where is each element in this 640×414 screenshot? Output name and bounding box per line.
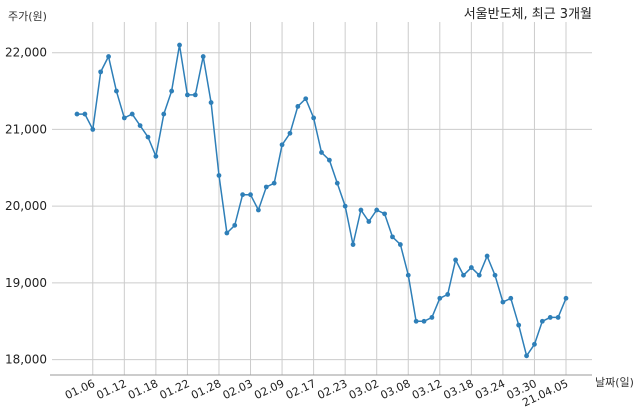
x-tick-label: 02.09 (252, 377, 286, 402)
data-point (98, 69, 104, 75)
data-point (390, 234, 395, 240)
data-point (137, 123, 143, 128)
data-point (326, 157, 332, 163)
x-tick-label: 01.18 (126, 377, 160, 402)
data-point (153, 153, 159, 159)
data-point (216, 173, 222, 178)
data-point (382, 211, 387, 217)
series (74, 42, 569, 359)
data-point (366, 219, 372, 224)
data-point (287, 130, 293, 136)
data-point (248, 192, 253, 198)
data-point (303, 96, 309, 102)
data-point (106, 54, 111, 59)
data-point (508, 295, 514, 301)
x-tick-label: 02.23 (315, 377, 349, 402)
data-point (311, 115, 317, 121)
x-tick-label: 01.12 (95, 377, 129, 402)
series-line (77, 44, 567, 358)
data-point (547, 315, 553, 320)
data-point (492, 272, 498, 278)
data-point (82, 111, 88, 117)
grid (52, 22, 592, 375)
x-tick-label: 03.24 (473, 377, 507, 402)
y-tick-label: 18,000 (5, 353, 47, 367)
data-point (295, 104, 301, 109)
x-tick-label: 03.02 (347, 377, 381, 402)
data-point (192, 92, 198, 98)
data-point (177, 42, 182, 48)
data-point (185, 92, 190, 98)
data-point (484, 253, 490, 259)
data-point (121, 115, 127, 121)
data-point (453, 257, 458, 263)
data-point (256, 207, 261, 213)
x-tick-label: 01.28 (189, 377, 223, 402)
x-tick-label: 02.17 (284, 377, 318, 402)
y-axis-label: 주가(원) (8, 10, 47, 23)
data-point (90, 127, 96, 132)
data-point (350, 242, 356, 247)
x-tick-labels: 01.0601.1201.1801.2201.2802.0302.0902.17… (63, 377, 570, 409)
data-point (476, 272, 482, 278)
data-point (524, 353, 529, 359)
data-point (563, 295, 569, 301)
data-point (271, 180, 277, 186)
data-point (405, 272, 411, 278)
data-point (437, 295, 443, 301)
x-tick-label: 01.06 (63, 377, 97, 402)
data-point (374, 207, 380, 213)
data-point (114, 88, 119, 94)
y-tick-label: 21,000 (5, 122, 47, 136)
y-tick-label: 22,000 (5, 46, 47, 60)
data-point (421, 318, 427, 324)
data-point (532, 341, 537, 347)
data-point (200, 54, 206, 59)
data-point (429, 315, 435, 320)
data-point (279, 142, 285, 148)
data-point (161, 111, 167, 117)
data-point (129, 111, 135, 117)
x-axis-label: 날짜(일) (595, 375, 634, 389)
data-point (319, 150, 324, 155)
data-point (169, 88, 175, 94)
data-point (224, 230, 230, 236)
data-point (358, 207, 364, 213)
data-point (397, 242, 403, 247)
x-tick-label: 03.08 (378, 377, 412, 402)
y-tick-label: 20,000 (5, 199, 47, 213)
data-point (240, 192, 246, 198)
x-tick-label: 02.03 (221, 377, 255, 402)
data-point (468, 265, 474, 270)
data-point (445, 292, 451, 297)
data-point (539, 318, 545, 324)
y-tick-label: 19,000 (5, 276, 47, 290)
data-point (74, 111, 80, 117)
x-tick-label: 03.12 (410, 377, 444, 402)
data-point (461, 272, 466, 278)
x-tick-label: 03.18 (442, 377, 476, 402)
data-point (413, 318, 419, 324)
data-point (145, 134, 151, 140)
data-point (555, 315, 561, 320)
data-point (334, 180, 340, 186)
data-point (516, 322, 522, 328)
chart-title: 서울반도체, 최근 3개월 (464, 7, 592, 22)
data-point (500, 299, 506, 305)
y-tick-labels: 18,000 19,000 20,000 21,000 22,000 (5, 46, 47, 367)
data-point (342, 203, 348, 209)
x-tick-label: 01.22 (158, 377, 192, 402)
data-point (232, 222, 238, 228)
data-point (208, 100, 214, 105)
data-point (263, 184, 269, 190)
